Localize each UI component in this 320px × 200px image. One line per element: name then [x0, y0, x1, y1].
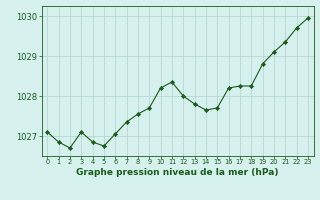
- X-axis label: Graphe pression niveau de la mer (hPa): Graphe pression niveau de la mer (hPa): [76, 168, 279, 177]
